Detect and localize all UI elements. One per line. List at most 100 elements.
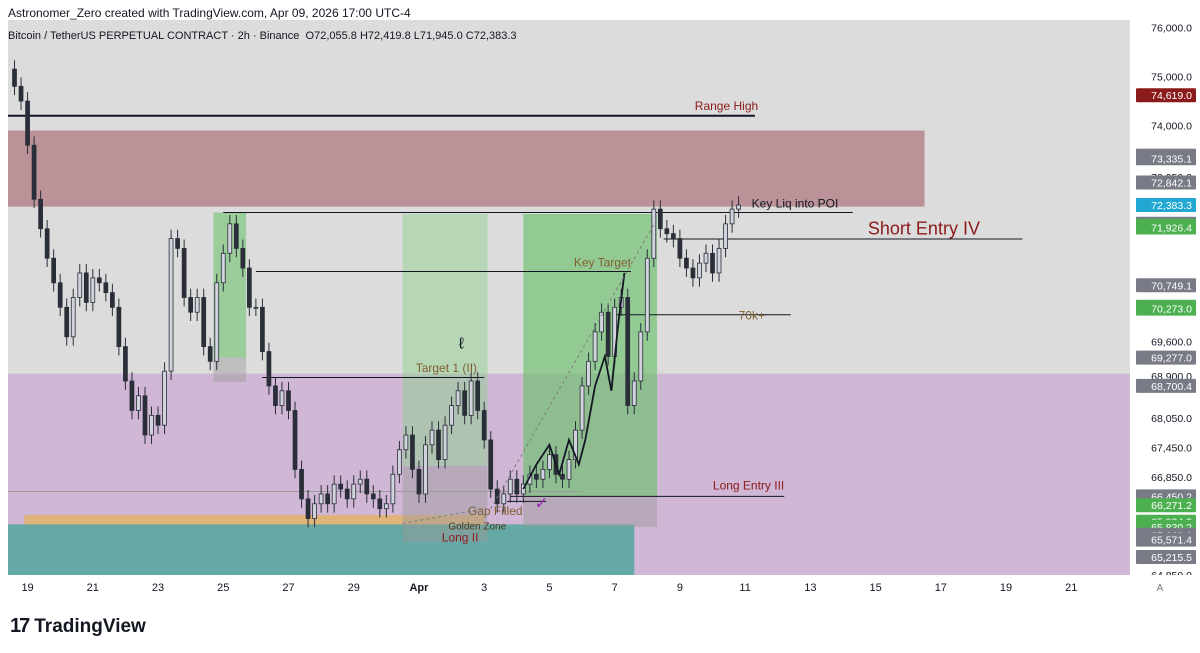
candle-body (305, 498, 311, 519)
annotation-label: Golden Zone (448, 521, 506, 532)
candle-body (423, 444, 428, 495)
chart-area[interactable]: Range High Key Liq into POI Short Entry IV… (8, 20, 1200, 600)
candle-body (736, 204, 741, 210)
candle-body (677, 238, 683, 259)
candle-body (586, 360, 591, 387)
price-label-box (1136, 498, 1196, 513)
price-label-box (1136, 278, 1196, 293)
candle-body (233, 223, 239, 249)
candle-body (697, 262, 702, 279)
candle-body (149, 414, 154, 436)
price-label: 74,619.0 (1136, 88, 1196, 103)
price-label-text: 65,571.4 (1151, 535, 1192, 547)
candle-body (605, 311, 611, 357)
candle-body (638, 331, 644, 382)
candle-body (318, 493, 324, 505)
candle-body (397, 449, 402, 475)
price-label-box (1136, 550, 1196, 565)
candle-body (416, 469, 422, 495)
candle-body (273, 385, 278, 406)
tradingview-logo[interactable]: 17 TradingView (10, 615, 146, 638)
x-tick-label: 11 (739, 582, 750, 594)
x-tick-label: 23 (152, 582, 164, 594)
candle-body (462, 390, 467, 416)
x-tick-label: 5 (546, 582, 552, 594)
y-tick-label: 67,450.0 (1151, 442, 1192, 454)
candle-body (331, 483, 337, 505)
price-label-text: 65,215.5 (1151, 552, 1192, 564)
candle-body (18, 85, 24, 102)
candle-body (501, 493, 507, 505)
candle-body (657, 208, 663, 230)
annotation-label: Long Entry III (713, 479, 784, 493)
candle-body (410, 434, 415, 470)
y-tick-label: 76,000.0 (1151, 22, 1192, 34)
candle-body (436, 429, 441, 460)
price-label-text: 70,273.0 (1151, 304, 1192, 316)
price-label-text: 68,700.4 (1151, 381, 1192, 393)
candle-body (77, 272, 83, 298)
candle-body (429, 429, 435, 446)
candle-body (168, 238, 174, 372)
price-label-box (1136, 301, 1196, 316)
candle-body (573, 429, 578, 460)
candle-body (25, 100, 30, 146)
price-label: 72,383.3 (1136, 198, 1196, 213)
annotation-label: Range High (695, 99, 758, 113)
price-label: 65,215.5 (1136, 550, 1196, 565)
circle-scribble: ℓ (459, 336, 464, 353)
annotation-label: Key Target (574, 256, 632, 270)
candle-body (70, 297, 76, 338)
candle-body (592, 331, 598, 362)
candle-body (403, 434, 409, 451)
y-tick-label: 75,000.0 (1151, 71, 1192, 83)
price-label-text: 72,842.1 (1151, 177, 1192, 189)
price-label-box (1136, 350, 1196, 365)
candle-body (364, 478, 370, 495)
candle-body (129, 380, 135, 411)
candle-body (142, 395, 148, 436)
annotation-label: Gap Filled (468, 504, 523, 518)
price-label: 73,335.1 (1136, 151, 1196, 166)
price-label-text: 73,335.1 (1151, 153, 1192, 165)
candle-body (540, 469, 546, 480)
candle-body (507, 478, 513, 495)
candle-body (57, 282, 63, 308)
candle-body (90, 277, 96, 303)
price-label-box (1136, 378, 1196, 393)
candle-body (181, 247, 187, 298)
supply-zone (8, 130, 925, 207)
candle-body (690, 267, 696, 279)
price-label-box (1136, 175, 1196, 190)
candle-body (103, 282, 109, 293)
chart-legend: Bitcoin / TetherUS PERPETUAL CONTRACT · … (8, 30, 517, 42)
price-label: 72,842.1 (1136, 175, 1196, 190)
candle-body (155, 414, 161, 426)
teal-zone (8, 524, 635, 575)
candle-body (207, 346, 213, 362)
price-label: 69,277.0 (1136, 350, 1196, 365)
candle-body (83, 272, 89, 303)
x-tick-label: 21 (87, 582, 99, 594)
x-tick-label: 29 (348, 582, 360, 594)
price-chart[interactable]: Range High Key Liq into POI Short Entry IV… (8, 20, 1200, 600)
candle-body (247, 267, 252, 308)
candle-body (12, 68, 17, 87)
checkmark: ✓ (535, 496, 548, 513)
price-label: 68,700.4 (1136, 378, 1196, 393)
candle-body (64, 306, 70, 338)
candle-body (201, 297, 207, 348)
price-label-box (1136, 532, 1196, 547)
candle-body (240, 247, 246, 269)
candle-body (468, 380, 474, 416)
auto-scale-button[interactable]: A (1157, 583, 1164, 594)
candle-body (188, 297, 194, 313)
candle-body (214, 282, 220, 362)
legend-symbol[interactable]: Bitcoin / TetherUS PERPETUAL CONTRACT · … (8, 30, 300, 42)
candle-body (671, 233, 676, 239)
candle-body (312, 503, 317, 519)
candle-body (442, 424, 448, 460)
price-label-text: 72,383.3 (1151, 200, 1192, 212)
candle-body (116, 306, 122, 348)
x-tick-label: 7 (612, 582, 618, 594)
